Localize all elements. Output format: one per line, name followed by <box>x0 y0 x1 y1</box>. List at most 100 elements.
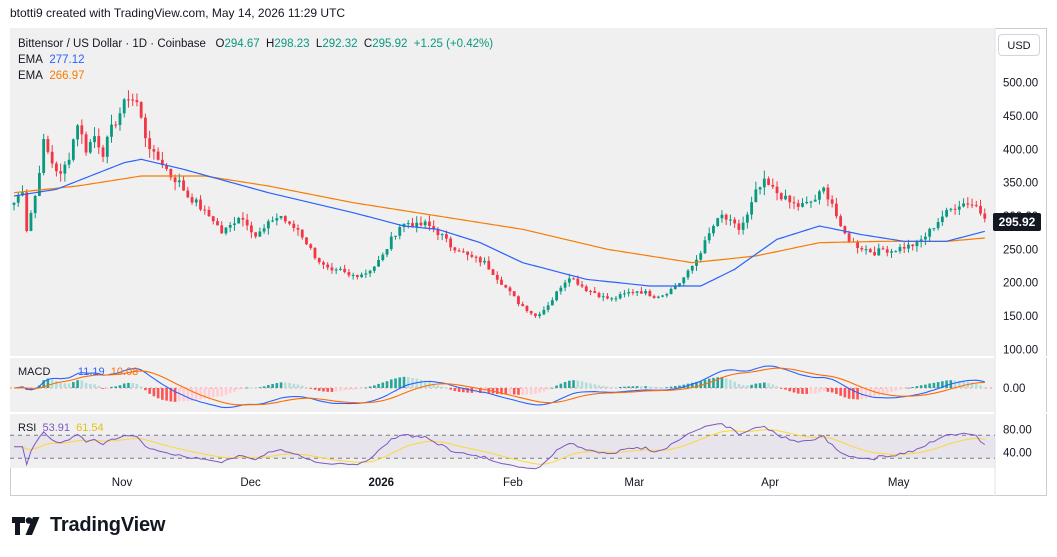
tradingview-logo[interactable]: TradingView <box>12 514 165 537</box>
macd-histogram-bar <box>614 387 618 389</box>
macd-histogram-bar <box>449 388 452 390</box>
candle-body <box>775 186 779 194</box>
macd-histogram-bar <box>644 386 647 388</box>
macd-legend: MACD 11.19 10.08 <box>18 366 138 378</box>
candle-body <box>131 99 135 101</box>
candle-body <box>275 218 279 221</box>
macd-histogram-bar <box>194 388 198 400</box>
candle-body <box>932 228 936 230</box>
macd-histogram-bar <box>305 387 308 388</box>
macd-histogram-bar <box>724 378 728 388</box>
macd-histogram-bar <box>572 380 575 388</box>
candle-body <box>847 233 851 242</box>
macd-histogram-bar <box>127 382 130 388</box>
candle-body <box>745 214 749 223</box>
candle-body <box>97 136 101 148</box>
candle-body <box>300 229 304 238</box>
macd-histogram-bar <box>822 388 825 392</box>
macd-histogram-bar <box>411 377 414 388</box>
symbol-title[interactable]: Bittensor / US Dollar · 1D · Coinbase <box>18 38 206 50</box>
candle-body <box>254 232 258 237</box>
candle-body <box>211 216 215 222</box>
macd-histogram-bar <box>843 388 847 398</box>
macd-histogram-bar <box>457 388 461 392</box>
price-tick-label: 400.00 <box>1003 144 1038 156</box>
macd-histogram-bar <box>199 388 202 400</box>
candle-body <box>440 234 444 236</box>
price-tick-label: 200.00 <box>1003 278 1038 290</box>
candle-body <box>377 259 380 267</box>
candle-body <box>351 275 355 277</box>
macd-histogram-bar <box>462 388 465 393</box>
macd-histogram-bar <box>254 387 257 389</box>
macd-histogram-bar <box>313 388 317 390</box>
macd-histogram-bar <box>173 388 177 402</box>
macd-histogram-bar <box>220 388 224 397</box>
currency-button[interactable]: USD <box>998 34 1040 56</box>
time-tick-label: Dec <box>240 477 261 489</box>
macd-histogram-bar <box>593 384 597 388</box>
candle-body <box>919 239 923 242</box>
candle-body <box>762 178 766 188</box>
candle-body <box>54 163 58 172</box>
macd-histogram-bar <box>241 388 245 389</box>
candle-body <box>220 225 224 234</box>
candle-body <box>665 294 669 296</box>
macd-histogram-bar <box>919 385 923 388</box>
macd-histogram-bar <box>958 380 961 388</box>
macd-histogram-bar <box>322 388 325 392</box>
ema-slow-label[interactable]: EMA <box>18 70 43 82</box>
candle-body <box>873 252 876 256</box>
candle-body <box>538 314 542 317</box>
candle-body <box>415 222 419 228</box>
candle-body <box>970 204 974 206</box>
macd-histogram-bar <box>445 387 448 389</box>
macd-histogram-bar <box>84 382 88 388</box>
candle-body <box>487 260 491 270</box>
candle-body <box>25 192 29 232</box>
chart-canvas[interactable]: 500.00450.00400.00350.00300.00250.00200.… <box>10 28 1047 496</box>
candle-body <box>139 102 143 118</box>
candle-body <box>42 139 46 173</box>
macd-histogram-bar <box>953 380 957 388</box>
macd-histogram-bar <box>156 388 160 399</box>
chart-caption: btotti9 created with TradingView.com, Ma… <box>10 6 346 20</box>
candle-body <box>80 125 84 135</box>
macd-histogram-bar <box>292 383 296 388</box>
macd-histogram-bar <box>343 388 346 391</box>
ema-fast-label[interactable]: EMA <box>18 54 43 66</box>
candle-body <box>656 296 660 298</box>
candle-body <box>682 277 686 284</box>
candle-body <box>648 291 652 297</box>
candle-body <box>84 134 88 153</box>
macd-label[interactable]: MACD <box>18 366 51 378</box>
candle-body <box>940 216 944 223</box>
rsi-value: 53.91 <box>42 422 70 434</box>
candle-body <box>542 309 546 315</box>
macd-histogram-bar <box>695 381 698 388</box>
candle-body <box>355 275 359 278</box>
macd-histogram-bar <box>97 386 101 388</box>
macd-histogram-bar <box>525 388 529 395</box>
candle-body <box>296 227 300 230</box>
macd-histogram-bar <box>72 382 75 388</box>
close-label: C <box>363 38 373 50</box>
candle-body <box>699 253 703 260</box>
candle-body <box>360 274 364 278</box>
macd-histogram-bar <box>495 388 499 394</box>
candle-body <box>436 229 440 236</box>
rsi-label[interactable]: RSI <box>18 422 37 434</box>
candle-body <box>207 209 211 217</box>
macd-histogram-bar <box>122 383 126 388</box>
macd-histogram-bar <box>941 381 944 388</box>
candle-body <box>881 248 885 250</box>
time-tick-label: Mar <box>624 477 644 489</box>
macd-histogram-bar <box>309 388 313 389</box>
macd-histogram-bar <box>131 383 134 388</box>
macd-histogram-bar <box>546 388 550 390</box>
candle-body <box>754 189 758 203</box>
candle-body <box>237 217 241 224</box>
candle-body <box>169 168 173 178</box>
candle-body <box>898 247 902 252</box>
macd-histogram-bar <box>720 377 724 388</box>
